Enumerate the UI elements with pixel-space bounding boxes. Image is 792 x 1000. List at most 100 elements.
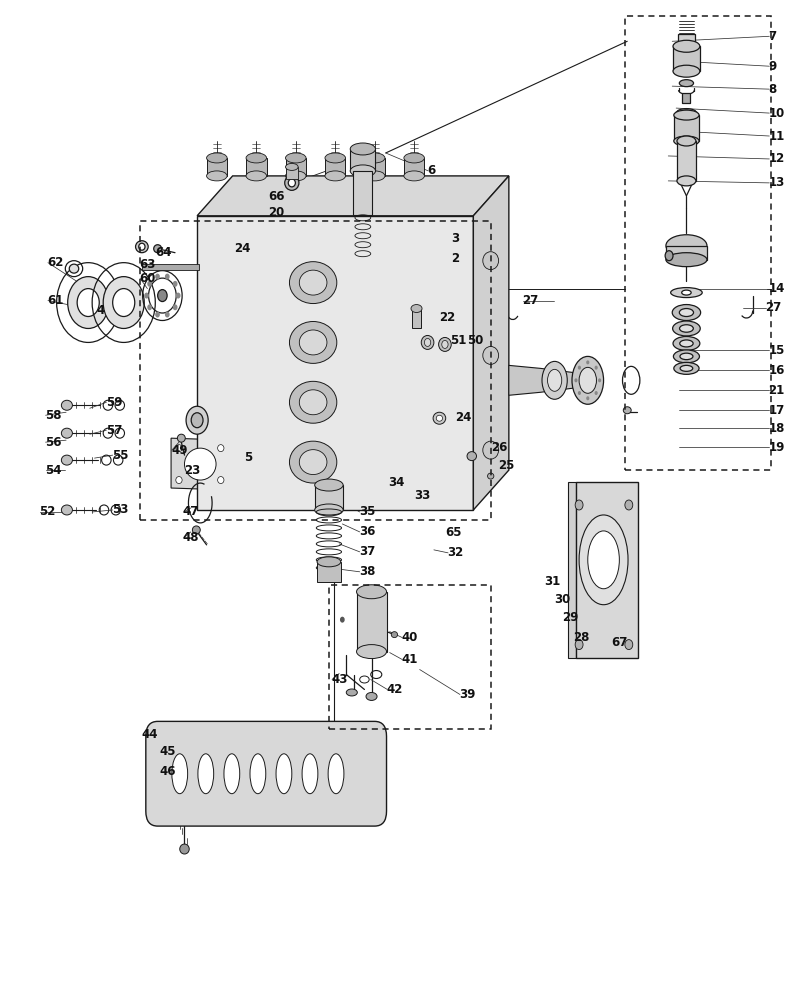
Ellipse shape	[673, 336, 700, 350]
Text: 15: 15	[768, 344, 785, 357]
Ellipse shape	[366, 692, 377, 700]
Text: 23: 23	[185, 464, 200, 477]
Text: 13: 13	[768, 176, 785, 189]
Ellipse shape	[439, 337, 451, 351]
Polygon shape	[171, 438, 230, 490]
Text: 10: 10	[768, 107, 785, 120]
Text: 55: 55	[112, 449, 128, 462]
Text: 18: 18	[768, 422, 785, 435]
Text: 59: 59	[105, 396, 122, 409]
Text: 3: 3	[451, 232, 459, 245]
Text: 56: 56	[45, 436, 61, 449]
Ellipse shape	[364, 153, 385, 163]
Bar	[576, 482, 638, 658]
Ellipse shape	[666, 235, 707, 257]
Ellipse shape	[77, 289, 99, 317]
Ellipse shape	[680, 80, 694, 87]
Ellipse shape	[192, 526, 200, 534]
Text: 11: 11	[768, 130, 785, 143]
Ellipse shape	[547, 369, 562, 391]
Ellipse shape	[666, 253, 707, 267]
Ellipse shape	[317, 557, 341, 567]
FancyBboxPatch shape	[146, 721, 386, 826]
Ellipse shape	[61, 505, 72, 515]
Ellipse shape	[575, 640, 583, 650]
Ellipse shape	[276, 754, 291, 794]
Ellipse shape	[147, 304, 152, 310]
Ellipse shape	[665, 251, 673, 261]
Ellipse shape	[467, 452, 477, 461]
Ellipse shape	[285, 153, 306, 163]
Bar	[683, 93, 691, 103]
Ellipse shape	[671, 288, 703, 298]
Text: 61: 61	[48, 294, 63, 307]
Text: 42: 42	[386, 683, 403, 696]
Text: 17: 17	[768, 404, 785, 417]
Bar	[246, 158, 267, 176]
Ellipse shape	[404, 153, 425, 163]
Ellipse shape	[250, 754, 266, 794]
Bar	[356, 592, 386, 652]
Text: 67: 67	[611, 636, 628, 649]
Text: 54: 54	[45, 464, 61, 477]
Ellipse shape	[285, 171, 306, 181]
Ellipse shape	[246, 153, 267, 163]
Text: 62: 62	[48, 256, 63, 269]
Ellipse shape	[180, 844, 189, 854]
Ellipse shape	[442, 340, 448, 348]
Bar	[625, 16, 771, 470]
Ellipse shape	[483, 346, 499, 364]
Ellipse shape	[681, 110, 692, 116]
Bar	[285, 167, 298, 179]
Text: 22: 22	[440, 311, 455, 324]
Text: 58: 58	[45, 409, 61, 422]
Ellipse shape	[173, 281, 177, 287]
Ellipse shape	[625, 640, 633, 650]
Text: 34: 34	[388, 476, 405, 489]
Ellipse shape	[595, 366, 598, 370]
Bar	[674, 115, 699, 141]
Ellipse shape	[680, 325, 693, 332]
Ellipse shape	[302, 754, 318, 794]
Text: 66: 66	[268, 190, 284, 203]
Ellipse shape	[421, 335, 434, 349]
Bar	[677, 141, 696, 181]
Text: 19: 19	[768, 441, 785, 454]
Text: 39: 39	[459, 688, 475, 701]
Ellipse shape	[356, 585, 386, 599]
Text: 5: 5	[245, 451, 253, 464]
Text: 2: 2	[451, 252, 459, 265]
Text: 24: 24	[455, 411, 471, 424]
Ellipse shape	[69, 264, 78, 273]
Bar	[412, 309, 421, 328]
Ellipse shape	[218, 445, 224, 452]
Ellipse shape	[288, 179, 295, 187]
Ellipse shape	[598, 378, 601, 382]
Text: 64: 64	[155, 246, 172, 259]
Ellipse shape	[289, 262, 337, 304]
Bar	[329, 585, 491, 729]
Text: 32: 32	[447, 546, 463, 559]
Ellipse shape	[299, 270, 327, 295]
Text: 16: 16	[768, 364, 785, 377]
Ellipse shape	[328, 754, 344, 794]
Ellipse shape	[436, 415, 443, 421]
Text: 40: 40	[402, 631, 418, 644]
Text: 33: 33	[414, 489, 430, 502]
Ellipse shape	[314, 479, 343, 491]
Ellipse shape	[595, 391, 598, 395]
Ellipse shape	[350, 165, 375, 177]
Ellipse shape	[176, 477, 182, 484]
Text: 35: 35	[359, 505, 375, 518]
Ellipse shape	[680, 309, 694, 317]
Ellipse shape	[680, 365, 693, 371]
Text: 14: 14	[768, 282, 785, 295]
Ellipse shape	[207, 171, 227, 181]
Bar	[678, 34, 695, 46]
Ellipse shape	[433, 412, 446, 424]
Ellipse shape	[356, 645, 386, 659]
Ellipse shape	[61, 455, 72, 465]
Ellipse shape	[411, 305, 422, 313]
Ellipse shape	[299, 450, 327, 475]
Text: 31: 31	[544, 575, 561, 588]
